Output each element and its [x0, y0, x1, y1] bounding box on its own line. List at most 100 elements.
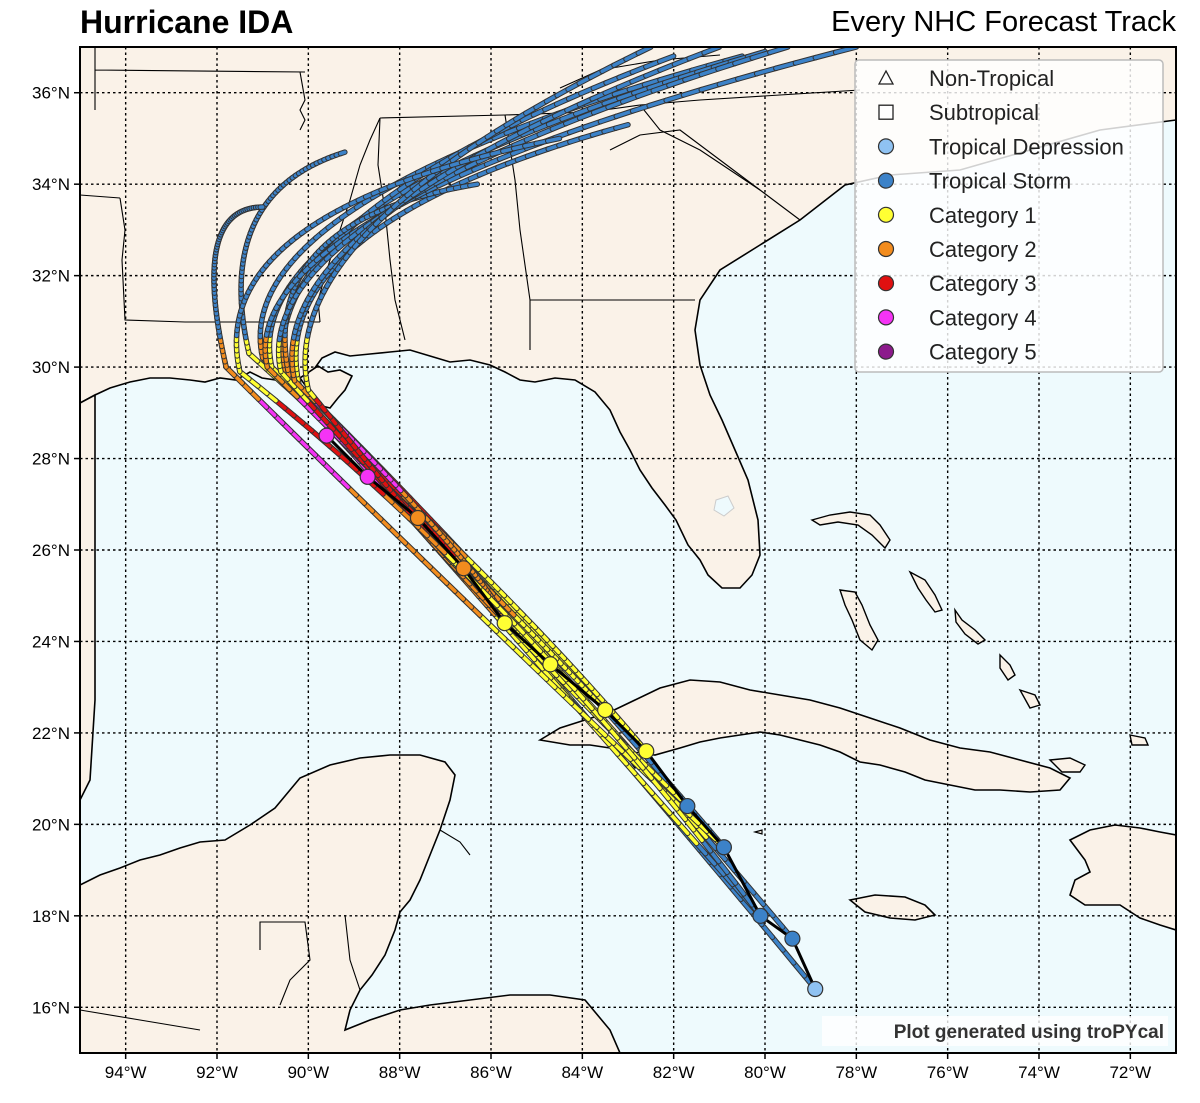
credit-text: Plot generated using troPYcal — [894, 1022, 1164, 1043]
lat-tick-label: 16°N — [32, 998, 70, 1017]
observed-track-point — [715, 839, 733, 856]
legend-marker — [877, 343, 895, 360]
lat-tick-label: 26°N — [32, 541, 70, 560]
axis-ticks: 94°W 92°W 90°W 88°W 86°W 84°W 82°W 80°W 78°W 76°W… — [32, 84, 1151, 1082]
legend-marker-non-tropical — [877, 69, 895, 85]
forecast-track-segment — [662, 75, 683, 85]
lat-tick-label: 24°N — [32, 632, 70, 651]
legend-marker — [877, 309, 895, 326]
legend-marker — [877, 240, 895, 258]
legend-label: Category 5 — [929, 340, 1037, 365]
forecast-track-segment — [791, 961, 807, 978]
forecast-track-segment — [760, 922, 775, 939]
lat-tick-label: 20°N — [32, 815, 70, 834]
lon-tick-label: 80°W — [744, 1063, 786, 1082]
forecast-track-segment — [736, 71, 759, 81]
lon-tick-label: 88°W — [379, 1063, 421, 1082]
cuba — [537, 679, 1072, 793]
forecast-track-segment — [699, 67, 720, 77]
lon-tick-label: 90°W — [287, 1063, 329, 1082]
forecast-track-segment — [598, 114, 619, 124]
observed-track-point — [752, 907, 769, 924]
lon-tick-label: 84°W — [561, 1063, 603, 1082]
lon-tick-label: 86°W — [470, 1063, 512, 1082]
legend-label: Tropical Depression — [929, 134, 1124, 159]
forecast-track-segment — [750, 50, 772, 60]
forecast-track-segment — [614, 122, 630, 130]
forecast-track-segment — [793, 55, 818, 65]
forecast-track-segment — [630, 103, 651, 113]
forecast-track-segment — [717, 77, 740, 87]
forecast-track-segment — [813, 50, 838, 60]
lon-tick-label: 74°W — [1018, 1063, 1060, 1082]
legend-label: Category 1 — [929, 203, 1037, 228]
forecast-track-segment — [658, 73, 678, 82]
forecast-track-segment — [716, 61, 737, 71]
observed-track-point — [359, 468, 376, 485]
lon-tick-label: 82°W — [653, 1063, 695, 1082]
legend: Non-Tropical Subtropical Tropical Depressi… — [854, 59, 1164, 373]
credit-background — [822, 1016, 1168, 1046]
lon-tick-label: 78°W — [835, 1063, 877, 1082]
forecast-track-segment — [667, 78, 687, 88]
legend-label: Category 4 — [929, 305, 1037, 330]
jamaica — [848, 894, 937, 921]
forecast-track-segment — [711, 60, 733, 69]
lon-tick-label: 72°W — [1109, 1063, 1151, 1082]
forecast-track-segment — [681, 87, 704, 97]
legend-marker — [877, 206, 895, 223]
legend-marker — [877, 275, 895, 292]
observed-track-point — [409, 509, 427, 527]
map-title: Hurricane IDA — [80, 4, 294, 40]
observed-track-point — [542, 656, 559, 673]
legend-label: Category 2 — [929, 237, 1037, 262]
observed-track-point — [679, 797, 696, 815]
forecast-track-segment — [545, 136, 562, 143]
bahamas-islands — [810, 511, 1150, 773]
lat-tick-label: 28°N — [32, 450, 70, 469]
lat-tick-label: 34°N — [32, 175, 70, 194]
lat-tick-label: 32°N — [32, 267, 70, 286]
legend-label: Non-Tropical — [929, 66, 1054, 91]
observed-track — [318, 427, 824, 998]
observed-track-point — [597, 701, 614, 719]
forecast-track-segment — [733, 56, 754, 66]
legend-label: Category 3 — [929, 271, 1037, 296]
lat-tick-label: 22°N — [32, 724, 70, 743]
forecast-track-segment — [651, 83, 671, 93]
legend-marker-subtropical — [878, 104, 894, 120]
observed-track-point — [496, 615, 513, 632]
forecast-track-segment — [754, 66, 778, 76]
forecast-track-segment — [338, 150, 347, 156]
legend-label: Subtropical — [929, 100, 1039, 125]
forecast-track-segment — [690, 63, 711, 73]
legend-marker — [877, 138, 895, 155]
forecast-track-segment — [774, 61, 798, 71]
lon-tick-label: 92°W — [196, 1063, 238, 1082]
observed-track-point — [807, 980, 824, 998]
forecast-track-segment — [614, 109, 635, 119]
lake-okeechobee — [713, 495, 735, 517]
observed-track-point — [455, 560, 472, 577]
forecast-track-segment — [636, 47, 653, 55]
forecast-track-segment — [699, 82, 722, 92]
lon-tick-label: 94°W — [105, 1063, 147, 1082]
forecast-track-segment — [695, 65, 716, 75]
observed-track-point — [784, 930, 801, 947]
forecast-track-segment — [657, 54, 676, 64]
lat-tick-label: 18°N — [32, 907, 70, 926]
forecast-track-segment — [683, 72, 704, 82]
forecast-track-segment — [647, 98, 668, 108]
map-subtitle: Every NHC Forecast Track — [831, 6, 1176, 38]
forecast-track-segment — [781, 948, 796, 965]
observed-track-point — [318, 427, 335, 444]
lon-tick-label: 76°W — [927, 1063, 969, 1082]
observed-track-point — [638, 743, 655, 760]
forecast-track-segment — [770, 935, 785, 952]
forecast-track-segment — [674, 68, 694, 77]
hispaniola — [1068, 824, 1176, 931]
forecast-track-segment — [678, 70, 699, 80]
lat-tick-label: 36°N — [32, 84, 70, 103]
forecast-track-segment — [468, 182, 480, 188]
